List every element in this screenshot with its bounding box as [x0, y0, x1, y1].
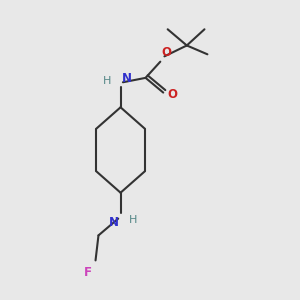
Text: N: N [109, 216, 119, 229]
Text: N: N [122, 72, 132, 85]
Text: F: F [84, 266, 92, 279]
Text: O: O [167, 88, 177, 101]
Text: H: H [103, 76, 112, 86]
Text: H: H [129, 215, 137, 225]
Text: O: O [162, 46, 172, 59]
